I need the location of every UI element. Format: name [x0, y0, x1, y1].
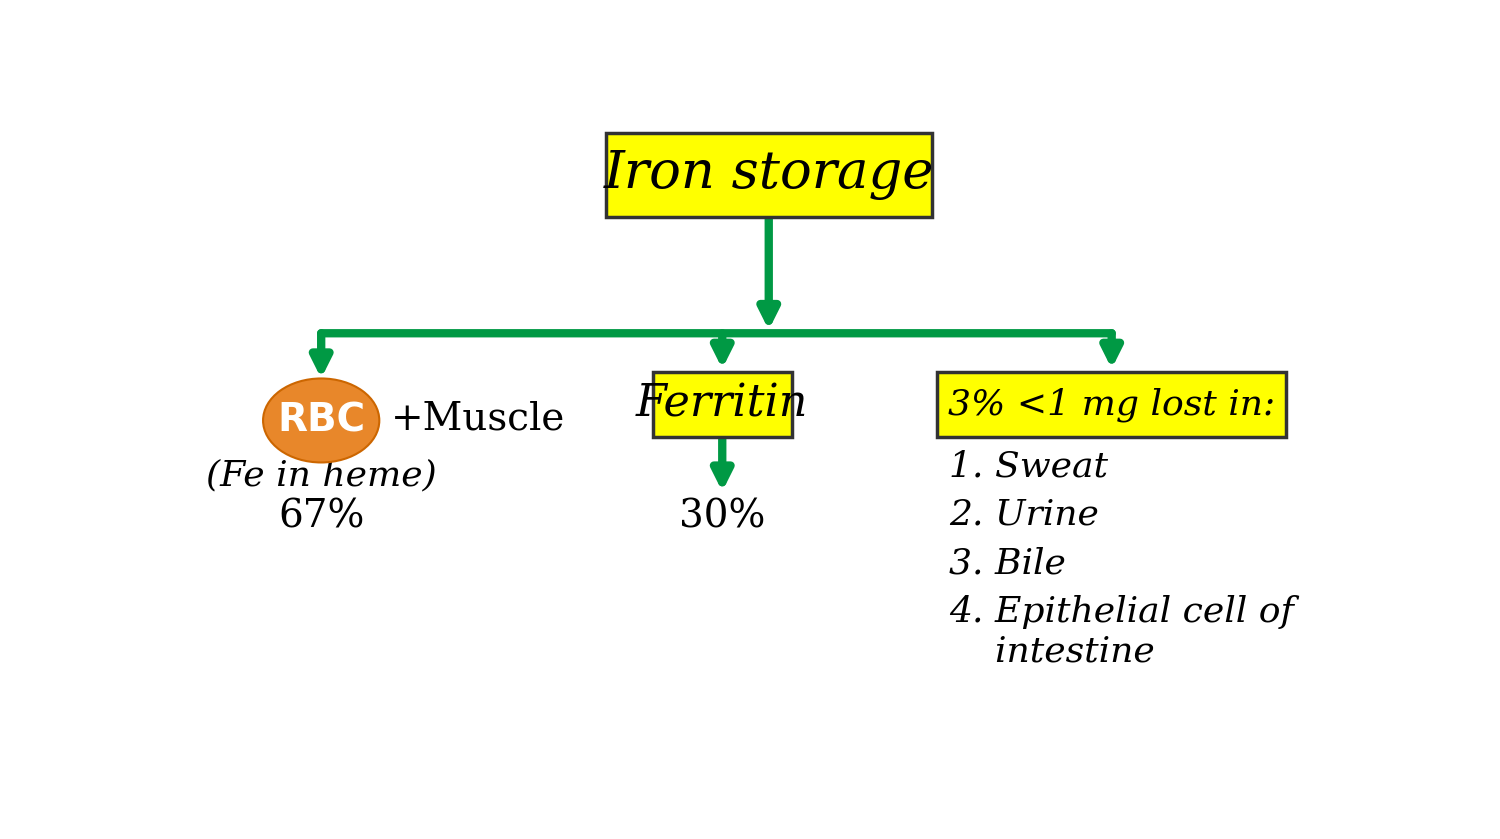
Text: (Fe in heme): (Fe in heme)	[206, 458, 436, 492]
Text: +Muscle: +Muscle	[392, 400, 566, 437]
FancyBboxPatch shape	[652, 372, 792, 436]
Ellipse shape	[262, 378, 380, 462]
FancyBboxPatch shape	[606, 133, 932, 217]
FancyBboxPatch shape	[938, 372, 1286, 436]
Text: 3% <1 mg lost in:: 3% <1 mg lost in:	[948, 387, 1275, 421]
Text: 2. Urine: 2. Urine	[950, 498, 1100, 532]
Text: 3. Bile: 3. Bile	[950, 546, 1066, 581]
Text: Iron storage: Iron storage	[603, 149, 934, 201]
Text: 30%: 30%	[680, 499, 765, 536]
Text: Ferritin: Ferritin	[636, 383, 808, 426]
Text: 67%: 67%	[278, 499, 364, 536]
Text: RBC: RBC	[278, 402, 366, 440]
Text: 4. Epithelial cell of
    intestine: 4. Epithelial cell of intestine	[950, 595, 1294, 669]
Text: 1. Sweat: 1. Sweat	[950, 450, 1108, 483]
